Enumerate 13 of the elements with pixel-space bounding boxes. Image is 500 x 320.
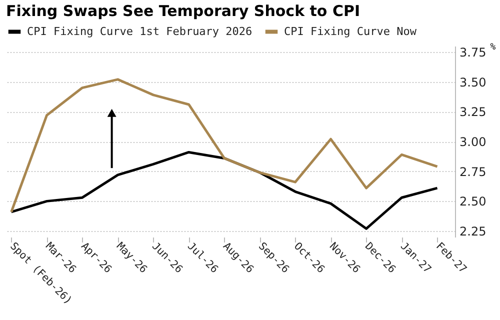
- y-axis-title: %: [490, 42, 496, 52]
- legend-label: CPI Fixing Curve Now: [284, 24, 417, 38]
- legend-label: CPI Fixing Curve 1st February 2026: [27, 24, 252, 38]
- line-series: [10, 150, 439, 230]
- y-tick-label: 2.75: [460, 164, 486, 179]
- y-tick-label: 2.50: [460, 194, 486, 209]
- line-series: [10, 78, 439, 214]
- chart-title: Fixing Swaps See Temporary Shock to CPI: [6, 2, 360, 20]
- y-tick-label: 3.25: [460, 105, 486, 120]
- y-tick-label: 3.75: [460, 45, 486, 60]
- y-tick-label: 3.50: [460, 75, 486, 90]
- y-tick-label: 2.25: [460, 224, 486, 239]
- y-tick-label: 3.00: [460, 135, 486, 149]
